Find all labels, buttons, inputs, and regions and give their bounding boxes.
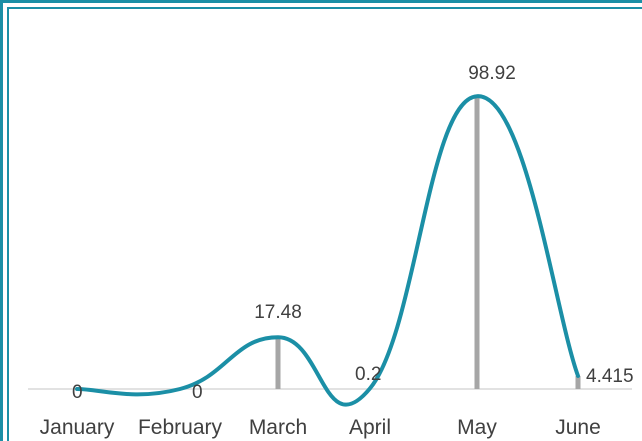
drop-lines xyxy=(275,96,581,389)
category-label-february: February xyxy=(138,416,223,439)
category-label-june: June xyxy=(555,416,601,439)
data-label-june: 4.415 xyxy=(586,366,634,387)
category-label-april: April xyxy=(349,416,391,439)
category-label-may: May xyxy=(457,416,497,439)
category-labels: January February March April May June xyxy=(40,416,601,439)
category-label-january: January xyxy=(40,416,115,439)
data-labels: 0 0 17.48 0.2 98.92 4.415 xyxy=(72,63,634,403)
category-label-march: March xyxy=(249,416,307,439)
series-line xyxy=(75,94,580,407)
data-label-january: 0 xyxy=(72,382,83,403)
data-label-february: 0 xyxy=(192,382,203,403)
data-label-april: 0.2 xyxy=(355,364,381,385)
data-label-march: 17.48 xyxy=(254,302,302,323)
data-label-may: 98.92 xyxy=(468,63,516,84)
